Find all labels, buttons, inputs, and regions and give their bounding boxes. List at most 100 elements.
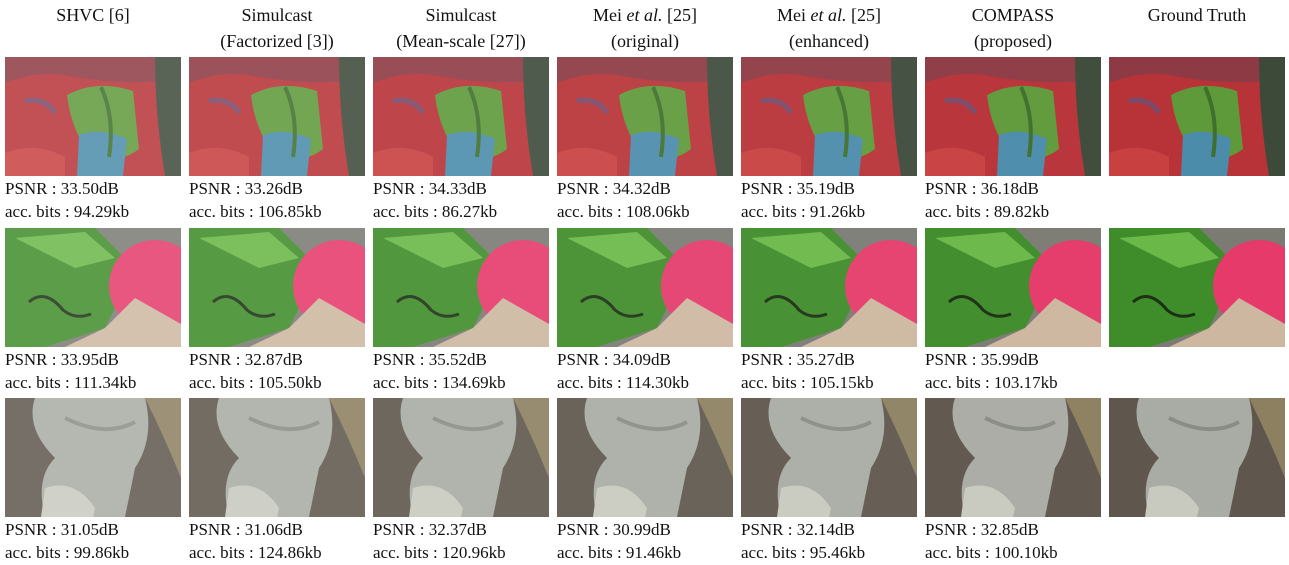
figure: SHVC [6]Simulcast(Factorized [3])Simulca… [0,0,1289,565]
caption-bits: acc. bits : 100.10kb [925,541,1105,564]
caption-psnr: PSNR : 35.99dB [925,348,1105,371]
header-line: Ground Truth [1107,2,1287,28]
caption-psnr: PSNR : 34.09dB [557,348,737,371]
result-image [1109,228,1285,347]
image-content [5,57,181,176]
header-line: (original) [555,28,735,54]
result-image [557,57,733,176]
column-header: Ground Truth [1107,2,1287,28]
caption-psnr: PSNR : 34.32dB [557,177,737,200]
caption-bits: acc. bits : 86.27kb [373,200,553,223]
result-image [5,228,181,347]
image-content [5,398,181,517]
caption-psnr: PSNR : 35.19dB [741,177,921,200]
image-content [557,398,733,517]
header-text: (Factorized [3]) [220,31,333,51]
caption-bits: acc. bits : 120.96kb [373,541,553,564]
header-line: COMPASS [923,2,1103,28]
result-image [373,57,549,176]
caption-bits: acc. bits : 91.26kb [741,200,921,223]
image-content [1109,398,1285,517]
header-text: (enhanced) [789,31,869,51]
result-image [1109,398,1285,517]
caption-bits: acc. bits : 114.30kb [557,371,737,394]
image-content [1109,228,1285,347]
result-image [5,398,181,517]
header-line: (Mean-scale [27]) [371,28,551,54]
caption-psnr: PSNR : 30.99dB [557,518,737,541]
header-text: Ground Truth [1148,5,1247,25]
image-content [741,398,917,517]
header-text: COMPASS [972,5,1054,25]
column-header: Mei et al. [25] (enhanced) [739,2,919,54]
caption-bits: acc. bits : 111.34kb [5,371,185,394]
caption-psnr: PSNR : 34.33dB [373,177,553,200]
image-content [925,228,1101,347]
header-line: (proposed) [923,28,1103,54]
image-content [373,398,549,517]
image-content [741,57,917,176]
caption-bits: acc. bits : 94.29kb [5,200,185,223]
result-image [189,228,365,347]
header-text: (original) [611,31,679,51]
column-header: Simulcast (Factorized [3]) [187,2,367,54]
image-content [925,398,1101,517]
caption-psnr: PSNR : 33.26dB [189,177,369,200]
caption-psnr: PSNR : 35.27dB [741,348,921,371]
header-line: Simulcast [187,2,367,28]
caption-bits: acc. bits : 108.06kb [557,200,737,223]
column-header: SHVC [6] [3,2,183,28]
caption-bits: acc. bits : 103.17kb [925,371,1105,394]
caption-psnr: PSNR : 32.37dB [373,518,553,541]
header-text: [25] [667,5,697,25]
caption-bits: acc. bits : 91.46kb [557,541,737,564]
image-content [5,228,181,347]
header-text: et al. [811,5,847,25]
header-line: Simulcast [371,2,551,28]
caption-bits: acc. bits : 105.50kb [189,371,369,394]
caption-psnr: PSNR : 35.52dB [373,348,553,371]
result-image [557,228,733,347]
caption-bits: acc. bits : 106.85kb [189,200,369,223]
result-image [373,398,549,517]
result-image [1109,57,1285,176]
image-content [557,57,733,176]
caption-psnr: PSNR : 32.87dB [189,348,369,371]
result-image [5,57,181,176]
caption-bits: acc. bits : 95.46kb [741,541,921,564]
result-image [925,398,1101,517]
result-image [741,228,917,347]
image-content [189,398,365,517]
header-line: Mei et al. [25] [555,2,735,28]
image-content [373,57,549,176]
header-text: et al. [627,5,663,25]
header-line: Mei et al. [25] [739,2,919,28]
result-image [741,57,917,176]
image-content [373,228,549,347]
column-header: Mei et al. [25] (original) [555,2,735,54]
header-line: SHVC [6] [3,2,183,28]
header-text: Simulcast [426,5,497,25]
column-header: Simulcast (Mean-scale [27]) [371,2,551,54]
caption-psnr: PSNR : 31.06dB [189,518,369,541]
result-image [925,228,1101,347]
caption-psnr: PSNR : 32.85dB [925,518,1105,541]
header-text: SHVC [6] [56,5,130,25]
caption-bits: acc. bits : 124.86kb [189,541,369,564]
caption-bits: acc. bits : 134.69kb [373,371,553,394]
header-text: Mei [593,5,622,25]
caption-bits: acc. bits : 105.15kb [741,371,921,394]
column-header: COMPASS (proposed) [923,2,1103,54]
image-content [741,228,917,347]
image-content [925,57,1101,176]
image-content [1109,57,1285,176]
header-text: Mei [777,5,806,25]
result-image [373,228,549,347]
result-image [925,57,1101,176]
header-text: (Mean-scale [27]) [396,31,525,51]
result-image [741,398,917,517]
caption-psnr: PSNR : 33.50dB [5,177,185,200]
caption-psnr: PSNR : 36.18dB [925,177,1105,200]
result-image [557,398,733,517]
caption-bits: acc. bits : 89.82kb [925,200,1105,223]
